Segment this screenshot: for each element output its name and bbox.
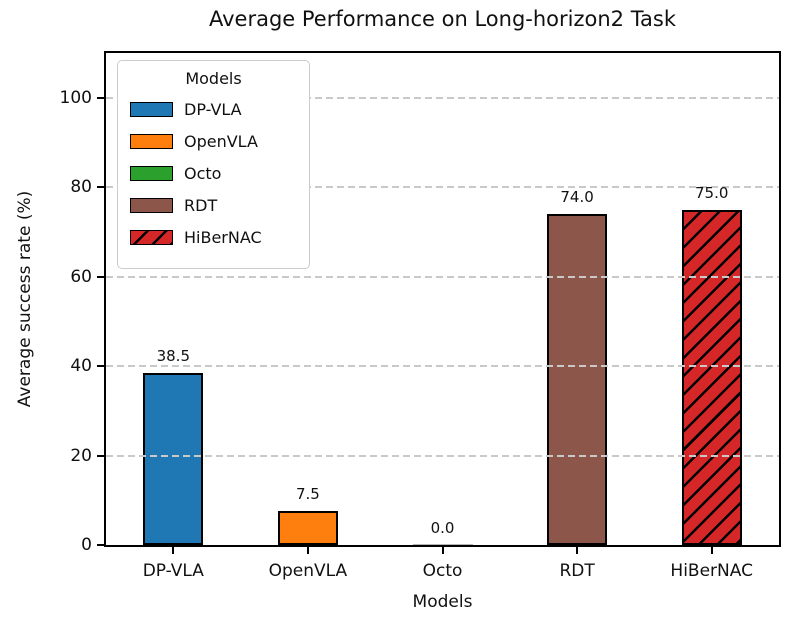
legend-swatch-openvla (130, 133, 173, 149)
x-tick-mark-hibernac (710, 547, 713, 554)
legend-swatch-dp-vla (130, 101, 173, 117)
gridline-80 (106, 186, 779, 189)
bar-value-octo: 0.0 (430, 519, 455, 537)
legend-swatch-rdt (130, 197, 173, 213)
y-tick-label-0: 0 (81, 535, 92, 555)
legend-swatch-octo (130, 165, 173, 181)
x-tick-label-rdt: RDT (559, 561, 595, 581)
y-tick-mark-80 (97, 186, 104, 189)
legend-label-octo: Octo (184, 163, 222, 183)
x-tick-mark-rdt (576, 547, 579, 554)
legend-row-rdt: RDT (130, 189, 309, 221)
x-tick-mark-octo (441, 547, 444, 554)
y-tick-label-80: 80 (70, 177, 92, 198)
chart-title: Average Performance on Long-horizon2 Tas… (208, 7, 677, 31)
gridline-40 (106, 365, 779, 368)
bar-value-openvla: 7.5 (295, 485, 320, 504)
bar-octo (412, 543, 473, 545)
y-tick-mark-40 (97, 365, 104, 368)
bar-value-hibernac: 75.0 (694, 183, 729, 202)
y-tick-mark-20 (97, 454, 104, 457)
legend-row-openvla: OpenVLA (130, 125, 309, 157)
legend-row-dp-vla: DP-VLA (130, 93, 309, 125)
bar-hibernac (681, 209, 742, 545)
bar-value-rdt: 74.0 (560, 188, 594, 207)
x-axis-label: Models (412, 592, 473, 612)
legend: Models DP-VLA OpenVLA Octo RDT HiBerNAC (117, 60, 310, 269)
y-tick-mark-100 (97, 96, 104, 99)
y-tick-label-60: 60 (70, 266, 92, 287)
legend-swatch-hibernac (130, 229, 173, 245)
x-tick-mark-openvla (306, 547, 309, 554)
gridline-100 (106, 96, 779, 99)
legend-label-openvla: OpenVLA (184, 131, 258, 151)
gridline-20 (106, 454, 779, 457)
legend-label-hibernac: HiBerNAC (184, 227, 262, 247)
x-tick-label-hibernac: HiBerNAC (670, 561, 753, 581)
y-tick-label-100: 100 (59, 87, 92, 108)
legend-label-dp-vla: DP-VLA (184, 99, 242, 119)
y-tick-label-20: 20 (70, 445, 92, 466)
gridline-60 (106, 275, 779, 278)
plot-area: 0 20 40 60 80 100 38.5 DP-VLA 7.5 OpenVLA 0.0 Octo 7… (60, 51, 781, 581)
legend-label-rdt: RDT (184, 195, 218, 215)
bar-openvla (277, 511, 338, 545)
y-axis-label: Average success rate (%) (15, 190, 35, 408)
x-tick-mark-dp-vla (172, 547, 175, 554)
legend-row-hibernac: HiBerNAC (130, 221, 309, 253)
y-tick-mark-0 (97, 544, 104, 546)
bar-rdt (547, 214, 608, 545)
y-tick-mark-60 (97, 275, 104, 278)
legend-title: Models (185, 69, 242, 88)
x-tick-label-dp-vla: DP-VLA (142, 561, 204, 581)
bar-dp-vla (143, 372, 204, 545)
legend-row-octo: Octo (130, 157, 309, 189)
x-tick-label-openvla: OpenVLA (268, 561, 348, 581)
y-tick-label-40: 40 (70, 356, 92, 377)
bar-value-dp-vla: 38.5 (156, 346, 190, 365)
x-tick-label-octo: Octo (422, 561, 463, 581)
legend-entries: DP-VLA OpenVLA Octo RDT HiBerNAC (130, 93, 309, 253)
